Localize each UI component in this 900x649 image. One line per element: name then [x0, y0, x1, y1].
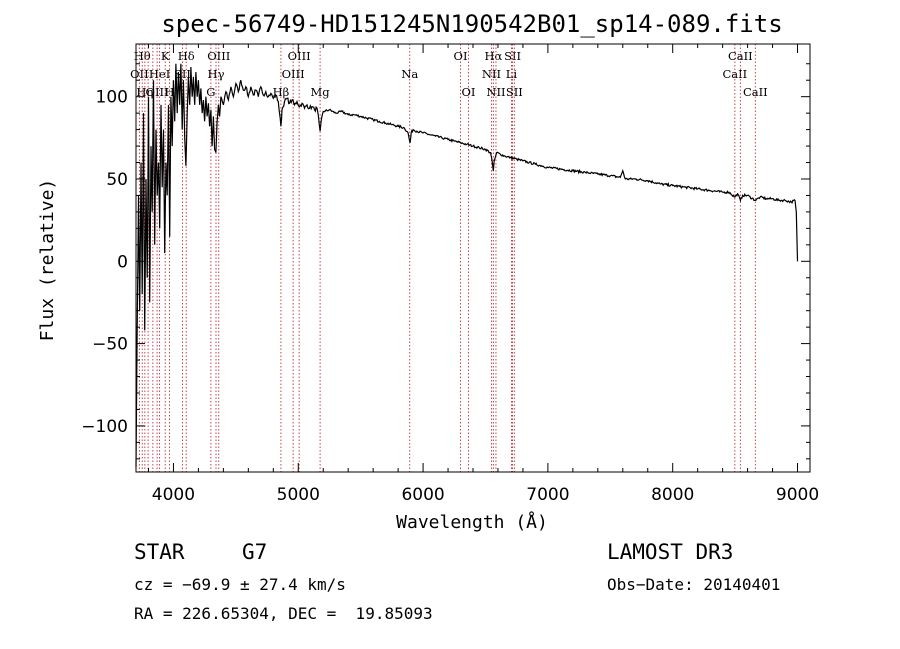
x-tick-label: 8000	[651, 485, 694, 505]
line-marker-label: K	[161, 49, 170, 63]
axis-ticks: 4000 5000 6000 7000 8000 9000 −100 −50 0 50 100	[81, 44, 819, 505]
survey-name: LAMOST DR3	[607, 540, 734, 564]
line-marker-label: H	[165, 85, 175, 99]
line-marker-label: Mg	[311, 85, 331, 99]
line-marker-label: G	[206, 85, 215, 99]
line-marker-label: CaII	[722, 67, 747, 81]
redshift-cz: cz = −69.9 ± 27.4 km/s	[134, 575, 346, 594]
line-marker-label: SII	[506, 85, 523, 99]
obs-date: Obs−Date: 20140401	[607, 575, 781, 594]
line-marker-label: OI	[462, 85, 476, 99]
line-marker-label: OIII	[288, 49, 311, 63]
line-marker-label: SII	[504, 49, 521, 63]
line-marker-label: HeI	[149, 67, 170, 81]
line-marker-label: OIII	[207, 49, 230, 63]
x-tick-label: 5000	[277, 485, 320, 505]
x-tick-label: 9000	[776, 485, 819, 505]
y-axis-label: Flux (relative)	[37, 179, 58, 342]
y-tick-label: 0	[117, 252, 128, 272]
plot-frame	[135, 43, 811, 473]
line-marker-label: NII	[486, 85, 505, 99]
line-marker-label: OIII	[146, 85, 169, 99]
object-class: STAR	[134, 540, 185, 564]
line-marker-label: Hδ	[178, 49, 195, 63]
coordinates: RA = 226.65304, DEC = 19.85093	[134, 604, 433, 623]
line-marker-label: NII	[482, 67, 501, 81]
x-axis-label: Wavelength (Å)	[396, 511, 548, 533]
chart-title: spec-56749-HD151245N190542B01_sp14-089.f…	[161, 10, 782, 38]
line-marker-label: Hθ	[134, 49, 151, 63]
y-tick-label: −50	[92, 335, 128, 355]
x-tick-label: 7000	[526, 485, 569, 505]
line-marker-label: CaII	[728, 49, 753, 63]
line-marker-label: Hγ	[208, 67, 225, 81]
line-marker-label: CaII	[743, 85, 768, 99]
line-marker-label: Na	[401, 67, 418, 81]
y-tick-label: 100	[96, 88, 128, 108]
spectrum-line	[135, 63, 799, 468]
line-marker-label: OII	[130, 67, 149, 81]
line-marker-label: OIII	[282, 67, 305, 81]
object-subclass: G7	[242, 540, 268, 564]
line-marker-label: Li	[506, 67, 518, 81]
line-marker-label: OI	[454, 49, 468, 63]
y-tick-label: −100	[81, 417, 128, 437]
emission-line-markers: OIIHθHηOIIIHeIKHSIIHδGHγOIIIHβOIIIOIIIMg…	[130, 44, 768, 472]
x-tick-label: 6000	[401, 485, 444, 505]
line-marker-label: Hη	[136, 85, 153, 99]
x-tick-label: 4000	[152, 485, 195, 505]
line-marker-label: Hα	[484, 49, 502, 63]
y-tick-label: 50	[106, 170, 128, 190]
